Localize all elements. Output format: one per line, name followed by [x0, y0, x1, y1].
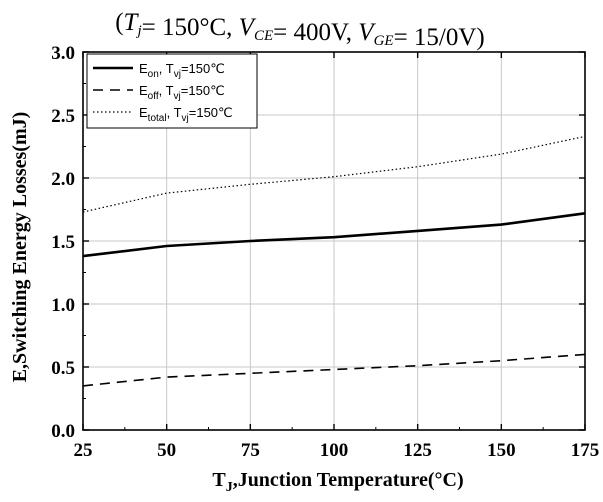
y-tick-label: 2.5	[51, 106, 75, 127]
chart-subtitle: (Tj= 150°C, VCE= 400V, VGE= 15/0V)	[115, 9, 485, 51]
y-tick-label: 1.0	[51, 295, 75, 316]
x-tick-label: 25	[74, 440, 93, 461]
x-tick-label: 100	[320, 440, 349, 461]
x-axis-title: TJ,Junction Temperature(°C)	[212, 469, 463, 495]
x-tick-label: 150	[487, 440, 516, 461]
x-tick-label: 75	[241, 440, 260, 461]
x-tick-label: 175	[571, 440, 600, 461]
y-axis-title: E,Switching Energy Losses(mJ)	[9, 112, 31, 383]
y-tick-label: 1.5	[51, 232, 75, 253]
x-tick-label: 125	[403, 440, 432, 461]
y-tick-label: 0.0	[51, 421, 75, 442]
y-tick-label: 0.5	[51, 358, 75, 379]
y-tick-label: 2.0	[51, 169, 75, 190]
x-tick-label: 50	[157, 440, 176, 461]
y-tick-label: 3.0	[51, 43, 75, 64]
